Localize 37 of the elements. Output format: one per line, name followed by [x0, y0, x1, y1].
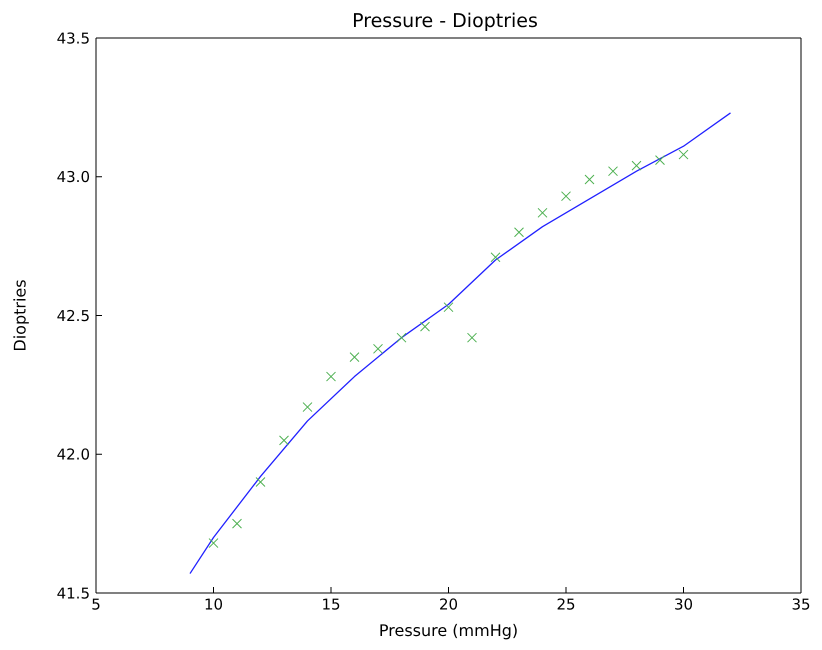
point — [678, 150, 688, 160]
y-tick-label: 41.5 — [56, 584, 90, 602]
point — [350, 352, 360, 362]
x-axis-title: Pressure (mmHg) — [378, 621, 518, 640]
point — [232, 518, 242, 529]
point — [632, 160, 642, 171]
y-tick-label: 43.5 — [56, 29, 90, 48]
point — [326, 372, 336, 382]
point — [655, 155, 665, 166]
point — [490, 252, 500, 262]
x-tick-label: 35 — [791, 596, 811, 614]
y-tick-label: 42.5 — [56, 306, 90, 325]
point — [208, 538, 218, 548]
x-tick-label: 20 — [438, 596, 458, 614]
point — [584, 174, 594, 185]
y-tick-label: 42.0 — [56, 446, 90, 464]
x-tick-label: 30 — [674, 596, 694, 614]
chart-title: Pressure - Dioptries — [352, 10, 538, 32]
x-tick-label: 25 — [556, 596, 576, 614]
point — [396, 332, 406, 343]
point — [514, 227, 524, 238]
x-tick-label: 15 — [321, 596, 341, 614]
point — [467, 332, 477, 343]
x-tick-label: 5 — [91, 596, 101, 614]
point — [373, 344, 383, 354]
point — [444, 302, 454, 312]
y-tick-label: 43.0 — [56, 168, 90, 186]
line-series — [189, 112, 732, 574]
point — [302, 402, 312, 412]
point — [561, 191, 571, 202]
point — [608, 166, 618, 176]
point — [279, 435, 289, 446]
y-axis-title: Dioptries — [10, 279, 30, 352]
point — [538, 208, 548, 218]
point — [420, 322, 430, 332]
x-tick-label: 10 — [204, 596, 224, 614]
point — [256, 477, 266, 487]
